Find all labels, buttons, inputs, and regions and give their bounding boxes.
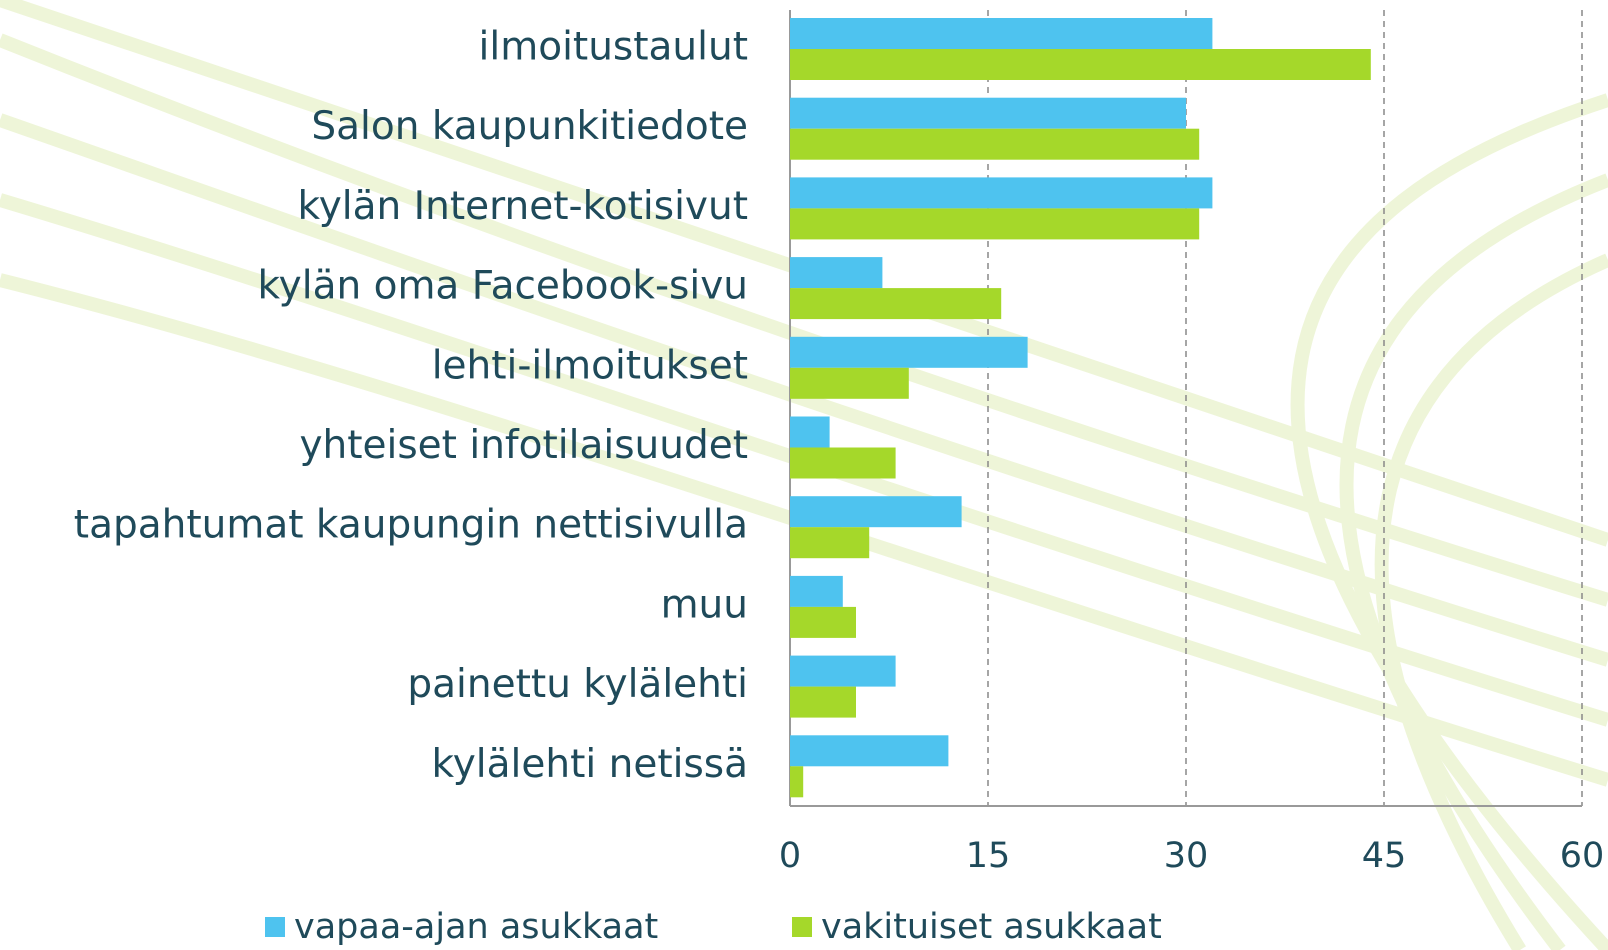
bar [790, 496, 962, 528]
bar [790, 527, 870, 559]
bar [790, 735, 949, 767]
bar [790, 575, 843, 607]
bar [790, 97, 1186, 129]
category-label: kylän Internet-kotisivut [298, 184, 748, 229]
legend-swatch [265, 917, 285, 937]
legend-label: vapaa-ajan asukkaat [294, 907, 658, 947]
x-tick-label: 60 [1560, 836, 1605, 876]
category-label: Salon kaupunkitiedote [311, 104, 748, 149]
category-label: kylän oma Facebook-sivu [257, 264, 748, 309]
bar [790, 447, 896, 479]
category-label: lehti-ilmoitukset [432, 343, 748, 388]
bar [790, 288, 1002, 320]
legend-label: vakituiset asukkaat [821, 907, 1162, 947]
x-tick-label: 30 [1164, 836, 1209, 876]
bar [790, 336, 1028, 368]
x-tick-label: 45 [1362, 836, 1407, 876]
bar [790, 766, 804, 798]
bar [790, 18, 1213, 49]
bar [790, 606, 856, 638]
bar [790, 128, 1200, 160]
category-label: ilmoitustaulut [479, 25, 748, 70]
bar [790, 257, 883, 289]
category-label: painettu kylälehti [407, 662, 748, 707]
category-label: tapahtumat kaupungin nettisivulla [74, 503, 748, 548]
bar [790, 686, 856, 718]
x-tick-label: 0 [779, 836, 801, 876]
bar [790, 49, 1371, 80]
category-label: muu [661, 582, 748, 627]
x-tick-label: 15 [966, 836, 1011, 876]
category-label: yhteiset infotilaisuudet [299, 423, 748, 468]
legend-swatch [792, 917, 812, 937]
bar [790, 416, 830, 448]
bar [790, 655, 896, 687]
category-label: kylälehti netissä [432, 742, 748, 787]
bar [790, 177, 1213, 209]
bar [790, 367, 909, 399]
bar [790, 208, 1200, 240]
